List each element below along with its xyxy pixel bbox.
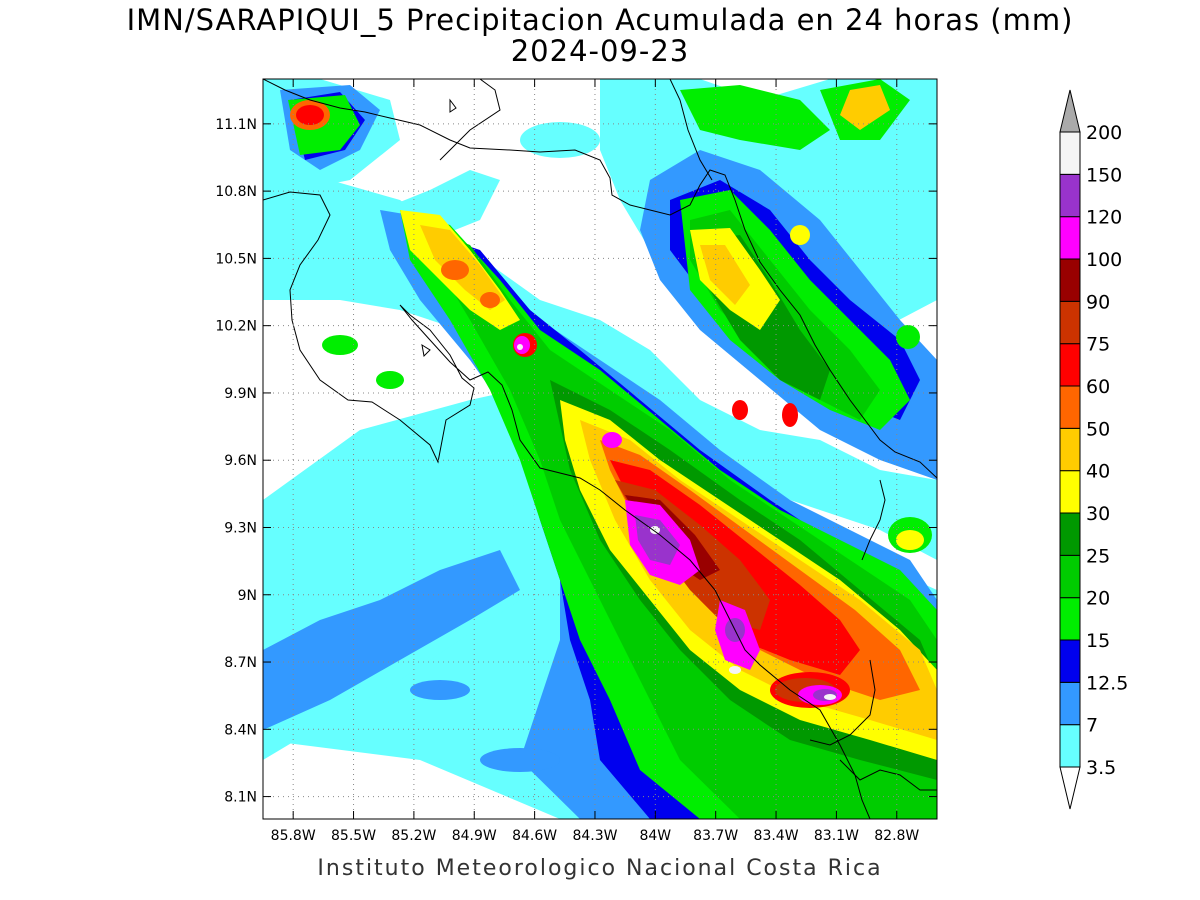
lon-tick-label: 84W xyxy=(639,828,671,844)
lon-tick-label: 85.8W xyxy=(271,828,316,844)
plot-frame xyxy=(262,78,938,820)
latitude-labels: 11.1N 10.8N 10.5N 10.2N 9.9N 9.6N 9.3N 9N 8.7N 8.… xyxy=(215,117,937,806)
lon-tick-label: 82.8W xyxy=(874,828,919,844)
colorbar-label: 75 xyxy=(1086,334,1110,356)
longitude-labels: 85.8W 85.5W 85.2W 84.9W 84.6W 84.3W 84W 83.7W 83… xyxy=(271,79,919,844)
colorbar-label: 150 xyxy=(1086,164,1122,186)
colorbar-max-arrow xyxy=(1059,89,1081,133)
lon-tick-label: 83.1W xyxy=(814,828,859,844)
lon-tick-label: 84.6W xyxy=(512,828,557,844)
colorbar-swatch xyxy=(1059,343,1081,387)
colorbar-label: 90 xyxy=(1086,291,1110,313)
footer-credit: Instituto Meteorologico Nacional Costa R… xyxy=(317,856,883,881)
colorbar-label: 120 xyxy=(1086,207,1122,229)
lat-tick-label: 8.1N xyxy=(224,790,257,806)
lat-tick-label: 11.1N xyxy=(215,117,257,133)
lon-tick-label: 85.5W xyxy=(331,828,376,844)
lat-tick-label: 9.9N xyxy=(224,386,257,402)
lat-tick-label: 8.4N xyxy=(224,722,257,738)
lat-tick-label: 9N xyxy=(238,588,257,604)
lat-tick-label: 10.2N xyxy=(215,319,257,335)
colorbar-label: 30 xyxy=(1086,503,1110,525)
colorbar-swatch xyxy=(1059,512,1081,556)
colorbar-label: 15 xyxy=(1086,630,1110,652)
colorbar-swatch xyxy=(1059,131,1081,175)
lon-tick-label: 83.4W xyxy=(754,828,799,844)
colorbar-swatch xyxy=(1059,427,1081,472)
colorbar-min-arrow xyxy=(1059,766,1081,810)
lon-tick-label: 83.7W xyxy=(693,828,738,844)
colorbar-swatch xyxy=(1059,216,1081,260)
colorbar-swatch xyxy=(1059,554,1081,599)
colorbar-label: 20 xyxy=(1086,588,1110,610)
colorbar: 3.5 7 12.5 15 20 25 30 40 50 60 75 90 100 120 150 200 xyxy=(1059,89,1128,810)
lat-tick-label: 8.7N xyxy=(224,655,257,671)
colorbar-label: 25 xyxy=(1086,545,1110,567)
colorbar-label: 200 xyxy=(1086,122,1122,144)
lon-tick-label: 85.2W xyxy=(391,828,436,844)
grid-lines xyxy=(263,79,937,819)
lon-tick-label: 84.3W xyxy=(572,828,617,844)
map-date: 2024-09-23 xyxy=(510,34,690,68)
colorbar-swatch xyxy=(1059,639,1081,683)
colorbar-swatch xyxy=(1059,597,1081,641)
colorbar-label: 7 xyxy=(1086,715,1098,737)
precipitation-field xyxy=(263,79,937,819)
lat-tick-label: 10.8N xyxy=(215,184,257,200)
colorbar-swatch xyxy=(1059,470,1081,514)
colorbar-label: 60 xyxy=(1086,376,1110,398)
colorbar-swatch xyxy=(1059,724,1081,768)
lon-tick-label: 84.9W xyxy=(452,828,497,844)
lat-tick-label: 9.6N xyxy=(224,453,257,469)
colorbar-swatch xyxy=(1059,385,1081,429)
lat-tick-label: 10.5N xyxy=(215,251,257,267)
colorbar-swatch xyxy=(1059,300,1081,345)
colorbar-swatch xyxy=(1059,681,1081,726)
colorbar-label: 3.5 xyxy=(1086,757,1116,779)
colorbar-swatch xyxy=(1059,173,1081,218)
colorbar-swatch xyxy=(1059,258,1081,302)
colorbar-label: 40 xyxy=(1086,461,1110,483)
colorbar-label: 50 xyxy=(1086,418,1110,440)
map-title: IMN/SARAPIQUI_5 Precipitacion Acumulada … xyxy=(126,3,1074,37)
colorbar-label: 100 xyxy=(1086,249,1122,271)
lat-tick-label: 9.3N xyxy=(224,520,257,536)
colorbar-label: 12.5 xyxy=(1086,672,1128,694)
